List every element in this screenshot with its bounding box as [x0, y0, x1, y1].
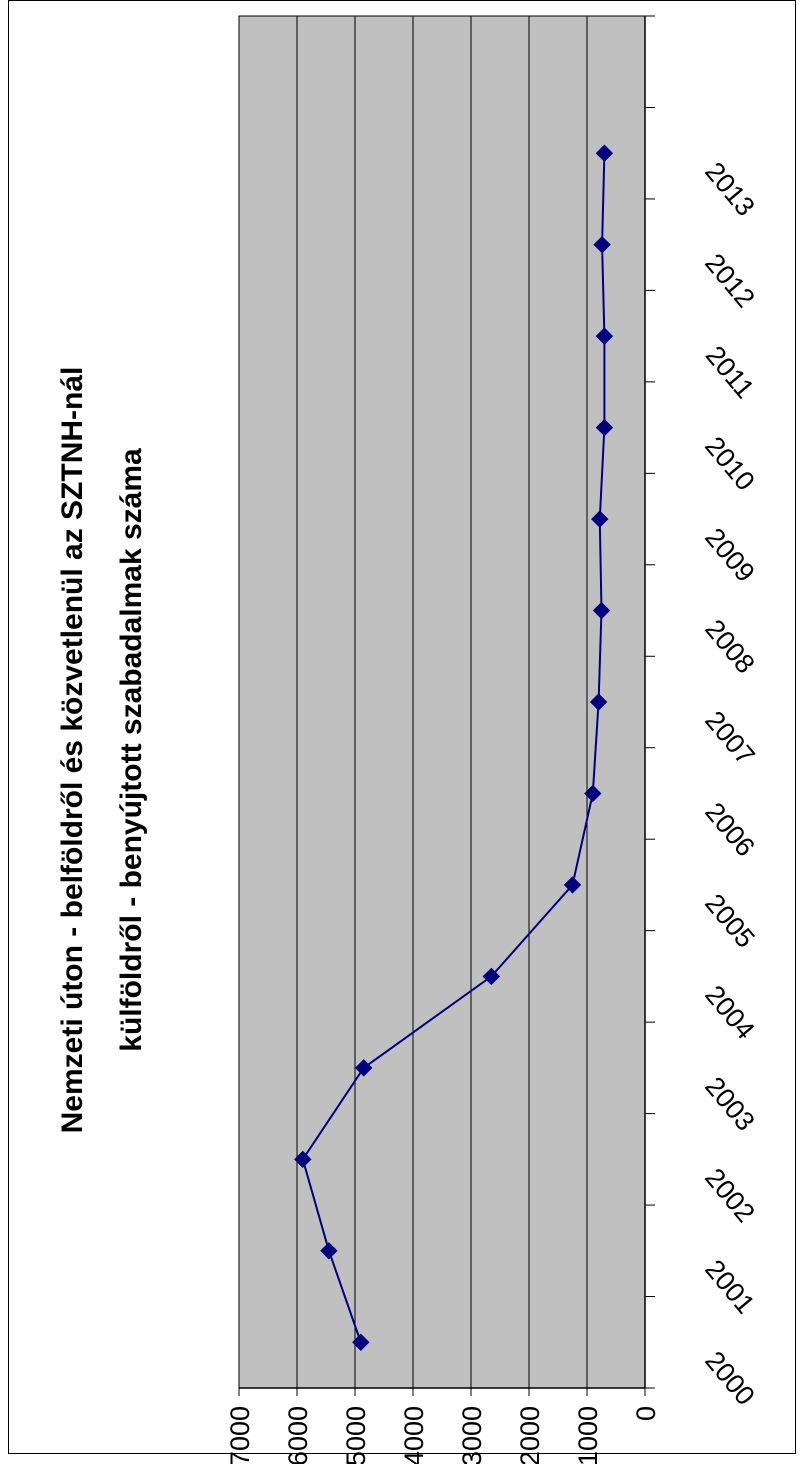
category-tick-label: 2005 — [699, 888, 761, 953]
data-point-marker — [563, 876, 582, 894]
category-tick-label: 2003 — [699, 1071, 761, 1136]
category-tick-label: 2000 — [699, 1346, 761, 1411]
category-tick-label: 2011 — [700, 340, 760, 404]
chart-title-line-2: külföldről - benyújtott szabadalmak szám… — [115, 448, 148, 1052]
data-point-marker — [352, 1333, 370, 1351]
category-tick-label: 2009 — [699, 522, 761, 587]
category-tick-label: 2010 — [699, 431, 761, 496]
data-point-marker — [592, 601, 611, 620]
data-point-marker — [584, 784, 602, 803]
data-point-marker — [595, 418, 614, 437]
value-tick-label: 1000 — [573, 1406, 603, 1464]
value-tick-label: 7000 — [225, 1406, 255, 1464]
value-tick-label: 2000 — [515, 1406, 545, 1464]
data-point-marker — [482, 967, 501, 986]
category-tick-label: 2012 — [699, 248, 761, 313]
plot-area — [238, 15, 646, 1389]
data-point-marker — [591, 510, 609, 528]
data-point-marker — [595, 144, 614, 162]
data-point-marker — [589, 693, 608, 711]
category-tick-label: 2007 — [699, 705, 761, 770]
series-group — [294, 144, 614, 1351]
value-tick-label: 5000 — [341, 1406, 371, 1464]
value-tick-label: 3000 — [457, 1406, 487, 1464]
axes — [239, 16, 646, 1389]
category-tick-label: 2013 — [699, 156, 761, 221]
category-tick-label: 2008 — [699, 614, 761, 679]
category-tick-label: 2001 — [699, 1254, 761, 1319]
category-tick-label: 2002 — [699, 1163, 761, 1228]
data-point-marker — [595, 327, 614, 345]
data-point-marker — [593, 235, 611, 254]
category-tick-label: 2006 — [699, 797, 761, 862]
category-axis-ticks: 2000 2001 2002 2003 2004 2005 2006 2007 2008 2009… — [645, 15, 761, 1411]
data-point-marker — [354, 1059, 373, 1077]
category-tick-label: 2004 — [699, 980, 761, 1045]
value-axis-ticks: 0 1000 2000 3000 4000 5000 6000 7000 — [225, 1388, 661, 1464]
value-tick-label: 6000 — [283, 1406, 313, 1464]
data-point-marker — [320, 1242, 338, 1260]
series-line — [301, 153, 606, 1343]
chart-title-line-1: Nemzeti úton - belföldről és közvetlenül… — [56, 367, 89, 1134]
value-tick-label: 4000 — [399, 1406, 429, 1464]
data-point-marker — [294, 1150, 312, 1169]
value-tick-label: 0 — [631, 1406, 661, 1421]
